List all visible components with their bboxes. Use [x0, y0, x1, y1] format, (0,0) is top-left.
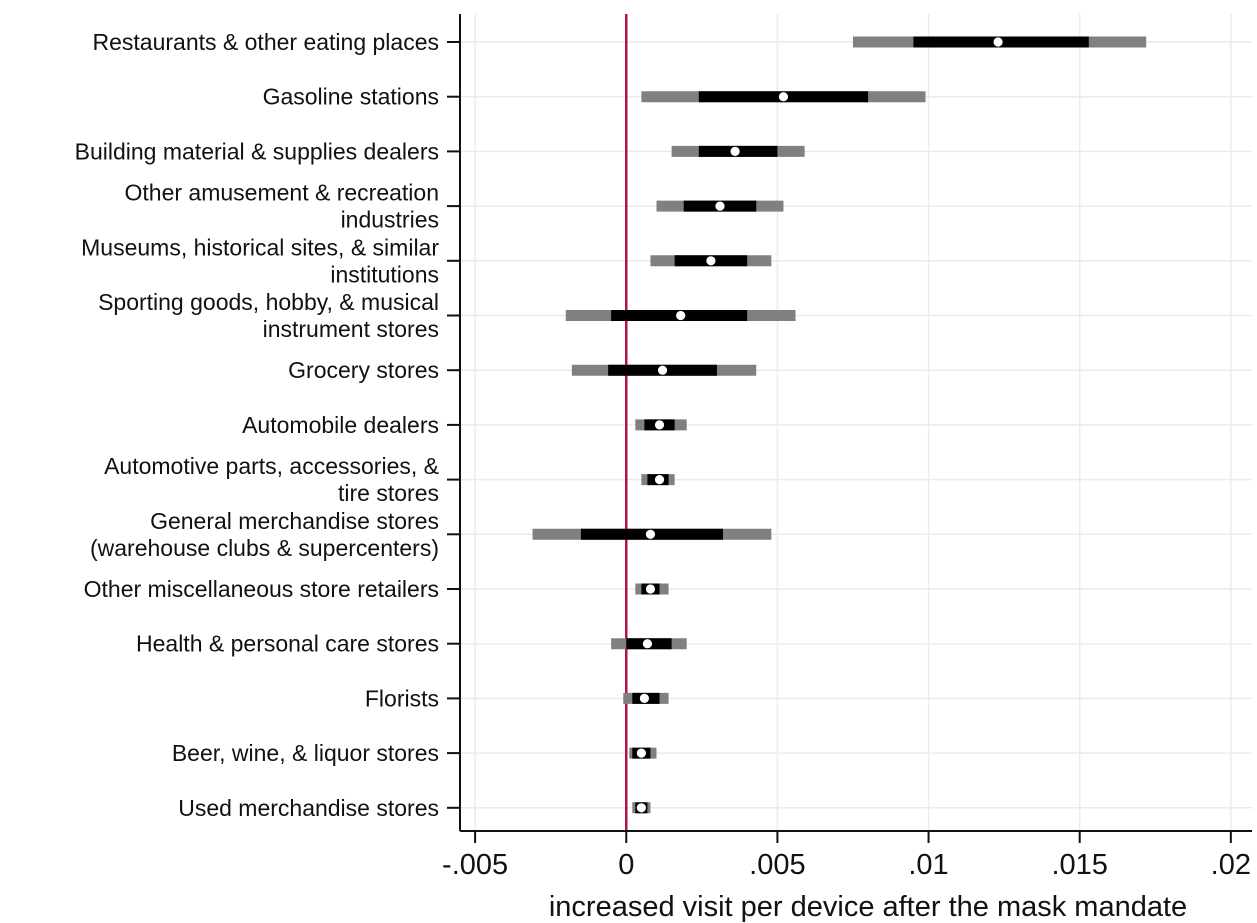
point-estimate: [636, 803, 646, 813]
ci-row: [650, 255, 772, 267]
category-label: industries: [341, 207, 439, 233]
category-label: Gasoline stations: [263, 84, 439, 110]
point-estimate: [730, 146, 740, 156]
x-tick-label: .02: [1211, 849, 1251, 881]
point-estimate: [676, 310, 686, 321]
point-estimate: [654, 475, 665, 485]
category-label: Other miscellaneous store retailers: [84, 576, 439, 602]
ci-row: [635, 419, 687, 431]
category-label: Building material & supplies dealers: [75, 138, 439, 164]
category-label: Used merchandise stores: [178, 795, 439, 821]
x-tick-label: -.005: [442, 849, 508, 881]
category-labels: Restaurants & other eating places Gasolin…: [75, 29, 440, 821]
confidence-intervals: [532, 36, 1147, 814]
point-estimate: [993, 37, 1003, 47]
point-estimate: [706, 256, 716, 266]
point-estimate: [778, 92, 789, 102]
point-estimate: [654, 420, 665, 430]
category-label: Beer, wine, & liquor stores: [172, 740, 439, 766]
ci-row: [641, 91, 926, 103]
ci-row: [565, 310, 796, 321]
ci-row: [656, 200, 784, 212]
ci-row: [571, 364, 757, 376]
ci-row: [641, 474, 675, 486]
category-label: Florists: [365, 685, 439, 711]
category-label: Health & personal care stores: [136, 631, 439, 657]
ci-row: [623, 692, 669, 704]
ci-row: [532, 528, 772, 540]
point-estimate: [645, 584, 656, 594]
point-estimate: [657, 365, 668, 375]
point-estimate: [639, 693, 649, 704]
x-axis-ticks: -.005 0 .005 .01 .015 .02: [442, 831, 1251, 881]
point-estimate: [645, 529, 656, 539]
category-label: Automotive parts, accessories, &: [104, 453, 439, 479]
point-estimate: [642, 639, 653, 649]
category-label: tire stores: [338, 480, 439, 506]
category-label: Automobile dealers: [242, 412, 439, 438]
ci-row: [611, 638, 687, 650]
x-tick-label: 0: [618, 849, 634, 881]
ci-row: [635, 583, 669, 595]
category-label: Sporting goods, hobby, & musical: [98, 289, 439, 315]
point-estimate: [715, 201, 725, 211]
ci-row: [852, 36, 1147, 48]
category-label: (warehouse clubs & supercenters): [90, 535, 439, 561]
category-label: Other amusement & recreation: [125, 180, 439, 206]
x-axis-title: increased visit per device after the mas…: [549, 891, 1187, 923]
gridlines: [460, 14, 1252, 831]
category-label: Museums, historical sites, & similar: [81, 234, 439, 260]
axes: [459, 14, 1252, 832]
category-label: Grocery stores: [288, 357, 439, 383]
y-axis-ticks: [447, 41, 460, 809]
category-label: instrument stores: [263, 316, 439, 342]
x-tick-label: .01: [908, 849, 948, 881]
x-tick-label: .015: [1051, 849, 1107, 881]
ci-row: [632, 802, 651, 814]
ci-row: [671, 145, 805, 157]
category-label: Restaurants & other eating places: [93, 29, 439, 55]
category-label: General merchandise stores: [150, 508, 439, 534]
x-tick-label: .005: [749, 849, 805, 881]
point-estimate: [636, 748, 646, 758]
ci-row: [629, 747, 657, 759]
category-label: institutions: [330, 261, 439, 287]
